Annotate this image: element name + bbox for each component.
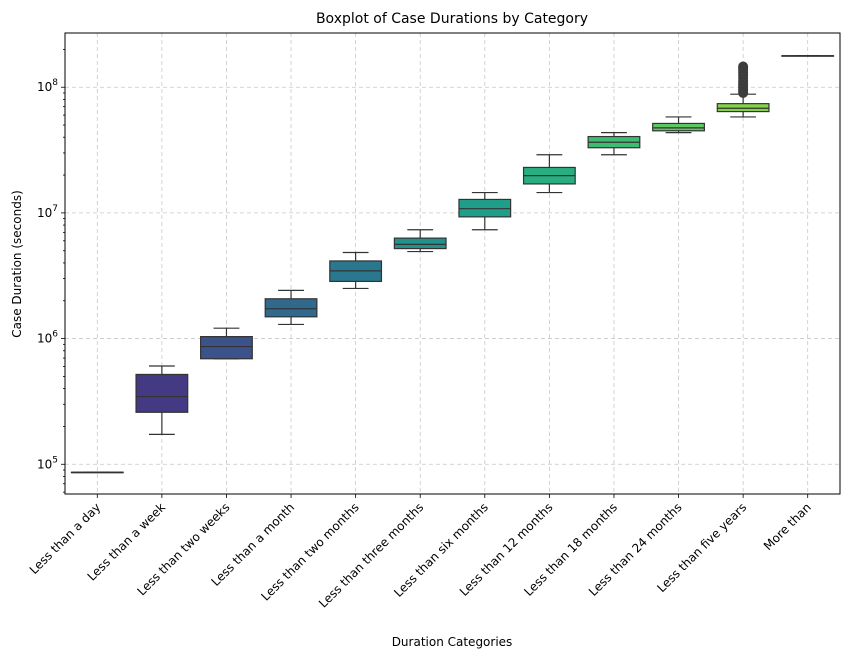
grid-lines [65, 33, 840, 494]
box-group [781, 55, 835, 57]
iqr-box [652, 122, 705, 132]
box-group [135, 365, 189, 436]
y-tick-label: 108 [37, 78, 58, 94]
iqr-box [200, 336, 253, 360]
boxes [70, 55, 835, 474]
x-axis-label: Duration Categories [392, 635, 513, 649]
box-group [652, 116, 705, 134]
outlier-point [738, 61, 749, 72]
box-group [70, 471, 124, 474]
y-tick-label: 107 [37, 204, 58, 220]
iqr-box [135, 373, 189, 413]
iqr-box [716, 103, 770, 113]
box-group [264, 289, 318, 326]
plot-frame [64, 32, 841, 495]
box-group [200, 327, 253, 360]
x-tick-label: Less than three months [316, 500, 426, 610]
x-tick-label: More than [761, 500, 814, 553]
box-group [587, 132, 641, 156]
y-axis: 105 106 107 108 [37, 48, 65, 493]
box-group [522, 154, 576, 194]
y-tick-label: 105 [37, 455, 58, 471]
iqr-box [393, 237, 447, 250]
iqr-box [264, 298, 318, 318]
box-group [458, 191, 512, 231]
y-axis-label: Case Duration (seconds) [10, 190, 24, 338]
chart-title: Boxplot of Case Durations by Category [316, 11, 588, 27]
y-tick-label: 106 [37, 330, 58, 346]
box-group [393, 229, 447, 253]
box-group [716, 61, 770, 118]
box-group [329, 251, 383, 290]
